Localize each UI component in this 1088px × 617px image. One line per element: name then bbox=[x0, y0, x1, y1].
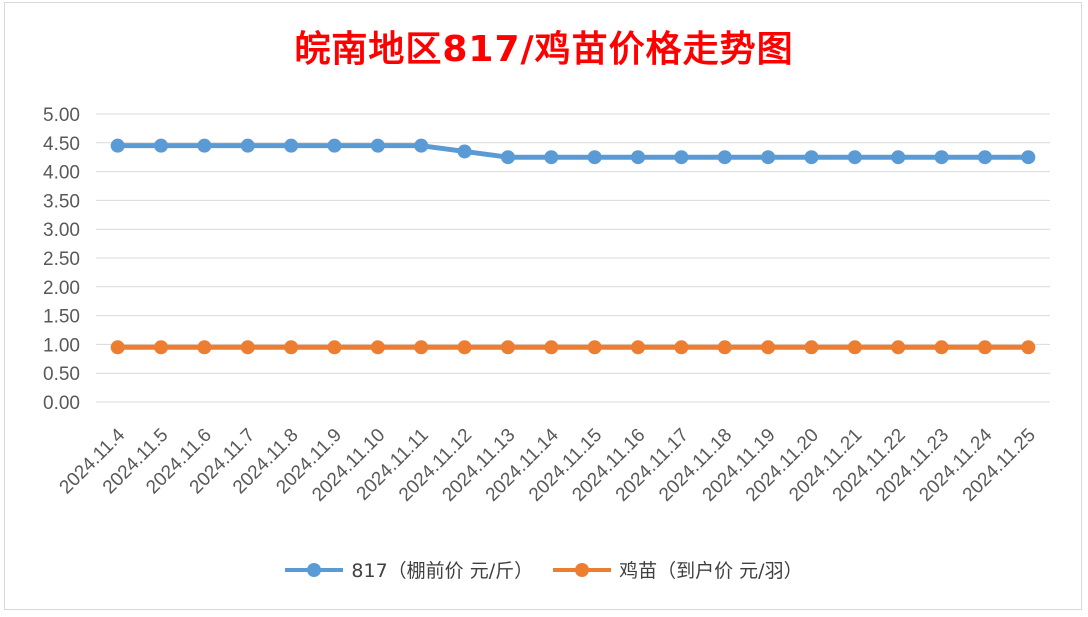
series-point-2 bbox=[891, 340, 906, 355]
series-point-1 bbox=[240, 138, 255, 153]
series-point-1 bbox=[674, 150, 689, 165]
chart-area bbox=[4, 2, 1082, 610]
y-tick-label: 2.00 bbox=[43, 278, 80, 299]
series-point-2 bbox=[284, 340, 299, 355]
y-tick-label: 3.50 bbox=[43, 191, 80, 212]
series-point-1 bbox=[587, 150, 602, 165]
series-point-2 bbox=[197, 340, 212, 355]
series-point-2 bbox=[977, 340, 992, 355]
series-point-2 bbox=[370, 340, 385, 355]
series-point-2 bbox=[674, 340, 689, 355]
series-point-2 bbox=[240, 340, 255, 355]
series-point-1 bbox=[414, 138, 429, 153]
series-point-2 bbox=[761, 340, 776, 355]
series-point-2 bbox=[1021, 340, 1036, 355]
legend-label-817: 817（棚前价 元/斤） bbox=[351, 560, 534, 582]
series-point-2 bbox=[414, 340, 429, 355]
series-line-1 bbox=[115, 143, 1031, 160]
series-point-1 bbox=[1021, 150, 1036, 165]
y-tick-label: 4.50 bbox=[43, 134, 80, 155]
y-tick-label: 1.00 bbox=[43, 335, 80, 356]
y-tick-label: 4.00 bbox=[43, 163, 80, 184]
series-point-1 bbox=[197, 138, 212, 153]
series-point-2 bbox=[327, 340, 342, 355]
legend-swatch-817 bbox=[285, 562, 344, 577]
series-point-1 bbox=[500, 150, 515, 165]
series-point-2 bbox=[804, 340, 819, 355]
y-tick-label: 0.50 bbox=[43, 364, 80, 385]
series-point-2 bbox=[847, 340, 862, 355]
series-point-1 bbox=[544, 150, 559, 165]
series-point-1 bbox=[370, 138, 385, 153]
y-tick-label: 0.00 bbox=[43, 393, 80, 414]
y-tick-label: 2.50 bbox=[43, 249, 80, 270]
series-point-2 bbox=[457, 340, 472, 355]
series-point-1 bbox=[457, 144, 472, 159]
series-point-1 bbox=[761, 150, 776, 165]
y-tick-label: 3.00 bbox=[43, 220, 80, 241]
chart-title: 皖南地区817/鸡苗价格走势图 bbox=[294, 29, 794, 70]
series-point-1 bbox=[717, 150, 732, 165]
legend-swatch-chick bbox=[553, 562, 612, 577]
legend: 817（棚前价 元/斤） 鸡苗（到户价 元/羽） bbox=[0, 556, 1088, 583]
series-point-2 bbox=[934, 340, 949, 355]
series-point-2 bbox=[110, 340, 125, 355]
y-tick-label: 5.00 bbox=[43, 105, 80, 126]
series-point-1 bbox=[977, 150, 992, 165]
series-point-1 bbox=[110, 138, 125, 153]
series-point-1 bbox=[891, 150, 906, 165]
legend-label-chick: 鸡苗（到户价 元/羽） bbox=[619, 560, 803, 582]
y-tick-label: 1.50 bbox=[43, 307, 80, 328]
series-point-2 bbox=[500, 340, 515, 355]
series-point-2 bbox=[154, 340, 169, 355]
series-point-2 bbox=[587, 340, 602, 355]
legend-item-817: 817（棚前价 元/斤） bbox=[285, 556, 533, 583]
series-point-1 bbox=[934, 150, 949, 165]
series-point-2 bbox=[544, 340, 559, 355]
series-point-1 bbox=[631, 150, 646, 165]
series-point-1 bbox=[804, 150, 819, 165]
series-point-1 bbox=[327, 138, 342, 153]
series-point-1 bbox=[284, 138, 299, 153]
legend-item-chick: 鸡苗（到户价 元/羽） bbox=[553, 556, 803, 583]
series-point-1 bbox=[847, 150, 862, 165]
series-point-1 bbox=[154, 138, 169, 153]
series-point-2 bbox=[717, 340, 732, 355]
series-point-2 bbox=[631, 340, 646, 355]
